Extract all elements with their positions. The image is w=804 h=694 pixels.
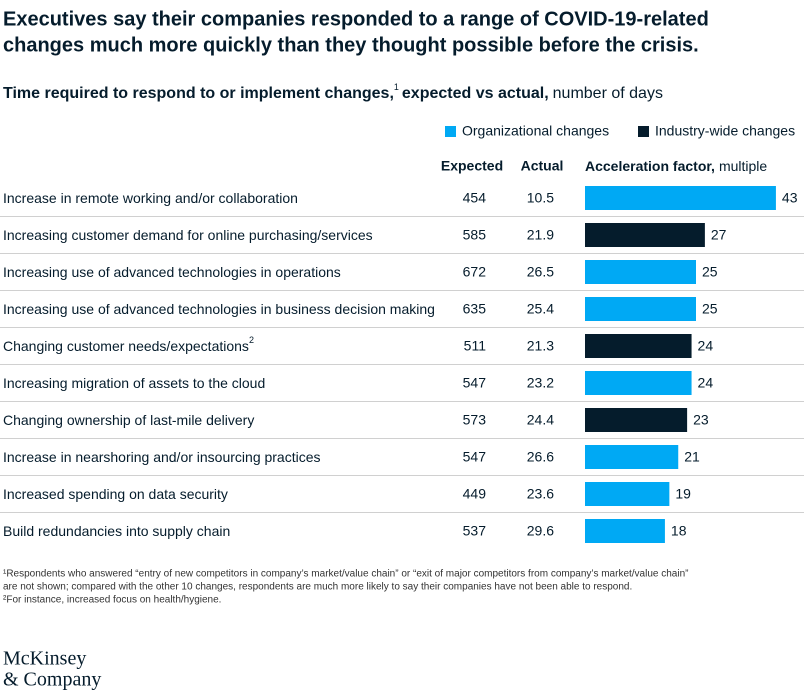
row-label: Increasing customer demand for online pu…: [3, 227, 373, 243]
column-header: Actual: [521, 158, 564, 174]
column-header: Expected: [441, 158, 503, 174]
bar: [585, 223, 705, 247]
bar: [585, 371, 692, 395]
footnote-mark: 2: [249, 335, 254, 345]
footnote-mark: 1: [394, 82, 399, 92]
actual-value: 26.5: [527, 264, 554, 280]
bar: [585, 334, 692, 358]
expected-value: 573: [463, 412, 487, 428]
row-label-text: Increasing use of advanced technologies …: [3, 264, 341, 280]
row-label-text: Changing customer needs/expectations: [3, 338, 249, 354]
bar: [585, 186, 776, 210]
expected-value: 547: [463, 375, 487, 391]
row-label: Changing customer needs/expectations2: [3, 335, 254, 353]
row-label: Increasing migration of assets to the cl…: [3, 375, 265, 391]
footnote: ²For instance, increased focus on health…: [3, 595, 221, 606]
chart-title: changes much more quickly than they thou…: [3, 34, 699, 56]
bar: [585, 297, 696, 321]
row-label-text: Increasing customer demand for online pu…: [3, 227, 373, 243]
row-label-text: Increasing use of advanced technologies …: [3, 301, 435, 317]
subtitle: Time required to respond to or implement…: [3, 82, 663, 102]
expected-value: 511: [464, 338, 487, 354]
legend-label: Organizational changes: [462, 123, 609, 139]
chart-title: Executives say their companies responded…: [3, 8, 709, 30]
legend-label: Industry-wide changes: [655, 123, 795, 139]
footnote: ¹Respondents who answered “entry of new …: [3, 569, 688, 580]
row-label: Increasing use of advanced technologies …: [3, 264, 341, 280]
actual-value: 29.6: [527, 523, 554, 539]
value-label: 23: [693, 412, 709, 428]
row-label: Increased spending on data security: [3, 486, 228, 502]
row-label-text: Increase in remote working and/or collab…: [3, 190, 298, 206]
actual-value: 23.6: [527, 486, 554, 502]
expected-value: 454: [463, 190, 487, 206]
expected-value: 547: [463, 449, 487, 465]
value-label: 24: [698, 338, 714, 354]
legend-swatch: [445, 126, 456, 137]
bar: [585, 445, 679, 469]
actual-value: 21.9: [527, 227, 554, 243]
subtitle-text: Time required to respond to or implement…: [3, 85, 394, 102]
row-label: Increase in remote working and/or collab…: [3, 190, 298, 206]
expected-value: 585: [463, 227, 487, 243]
logo: & Company: [3, 669, 101, 691]
legend-swatch: [638, 126, 649, 137]
row-label-text: Build redundancies into supply chain: [3, 523, 230, 539]
value-label: 27: [711, 227, 727, 243]
actual-value: 25.4: [527, 301, 554, 317]
row-label: Increase in nearshoring and/or insourcin…: [3, 449, 321, 465]
value-label: 19: [675, 486, 691, 502]
row-label-text: Increase in nearshoring and/or insourcin…: [3, 449, 321, 465]
expected-value: 537: [463, 523, 487, 539]
bar: [585, 482, 670, 506]
actual-value: 26.6: [527, 449, 554, 465]
bar: [585, 408, 688, 432]
row-label-text: Increasing migration of assets to the cl…: [3, 375, 265, 391]
value-label: 24: [698, 375, 714, 391]
column-header-text: Acceleration factor,: [585, 158, 715, 174]
logo: McKinsey: [3, 648, 86, 670]
bar: [585, 260, 696, 284]
column-header: Acceleration factor, multiple: [585, 158, 767, 174]
subtitle-text: expected vs actual,: [402, 85, 549, 102]
row-label-text: Changing ownership of last-mile delivery: [3, 412, 254, 428]
actual-value: 23.2: [527, 375, 554, 391]
value-label: 25: [702, 264, 718, 280]
row-label: Changing ownership of last-mile delivery: [3, 412, 254, 428]
actual-value: 10.5: [527, 190, 554, 206]
subtitle-unit: number of days: [553, 85, 663, 102]
bar: [585, 519, 665, 543]
column-unit: multiple: [719, 158, 767, 174]
expected-value: 449: [463, 486, 487, 502]
expected-value: 635: [463, 301, 487, 317]
row-label-text: Increased spending on data security: [3, 486, 228, 502]
row-label: Build redundancies into supply chain: [3, 523, 230, 539]
value-label: 21: [684, 449, 700, 465]
value-label: 25: [702, 301, 718, 317]
row-label: Increasing use of advanced technologies …: [3, 301, 435, 317]
value-label: 18: [671, 523, 687, 539]
footnote: are not shown; compared with the other 1…: [3, 582, 632, 593]
expected-value: 672: [463, 264, 487, 280]
value-label: 43: [782, 190, 798, 206]
actual-value: 24.4: [527, 412, 554, 428]
actual-value: 21.3: [527, 338, 554, 354]
